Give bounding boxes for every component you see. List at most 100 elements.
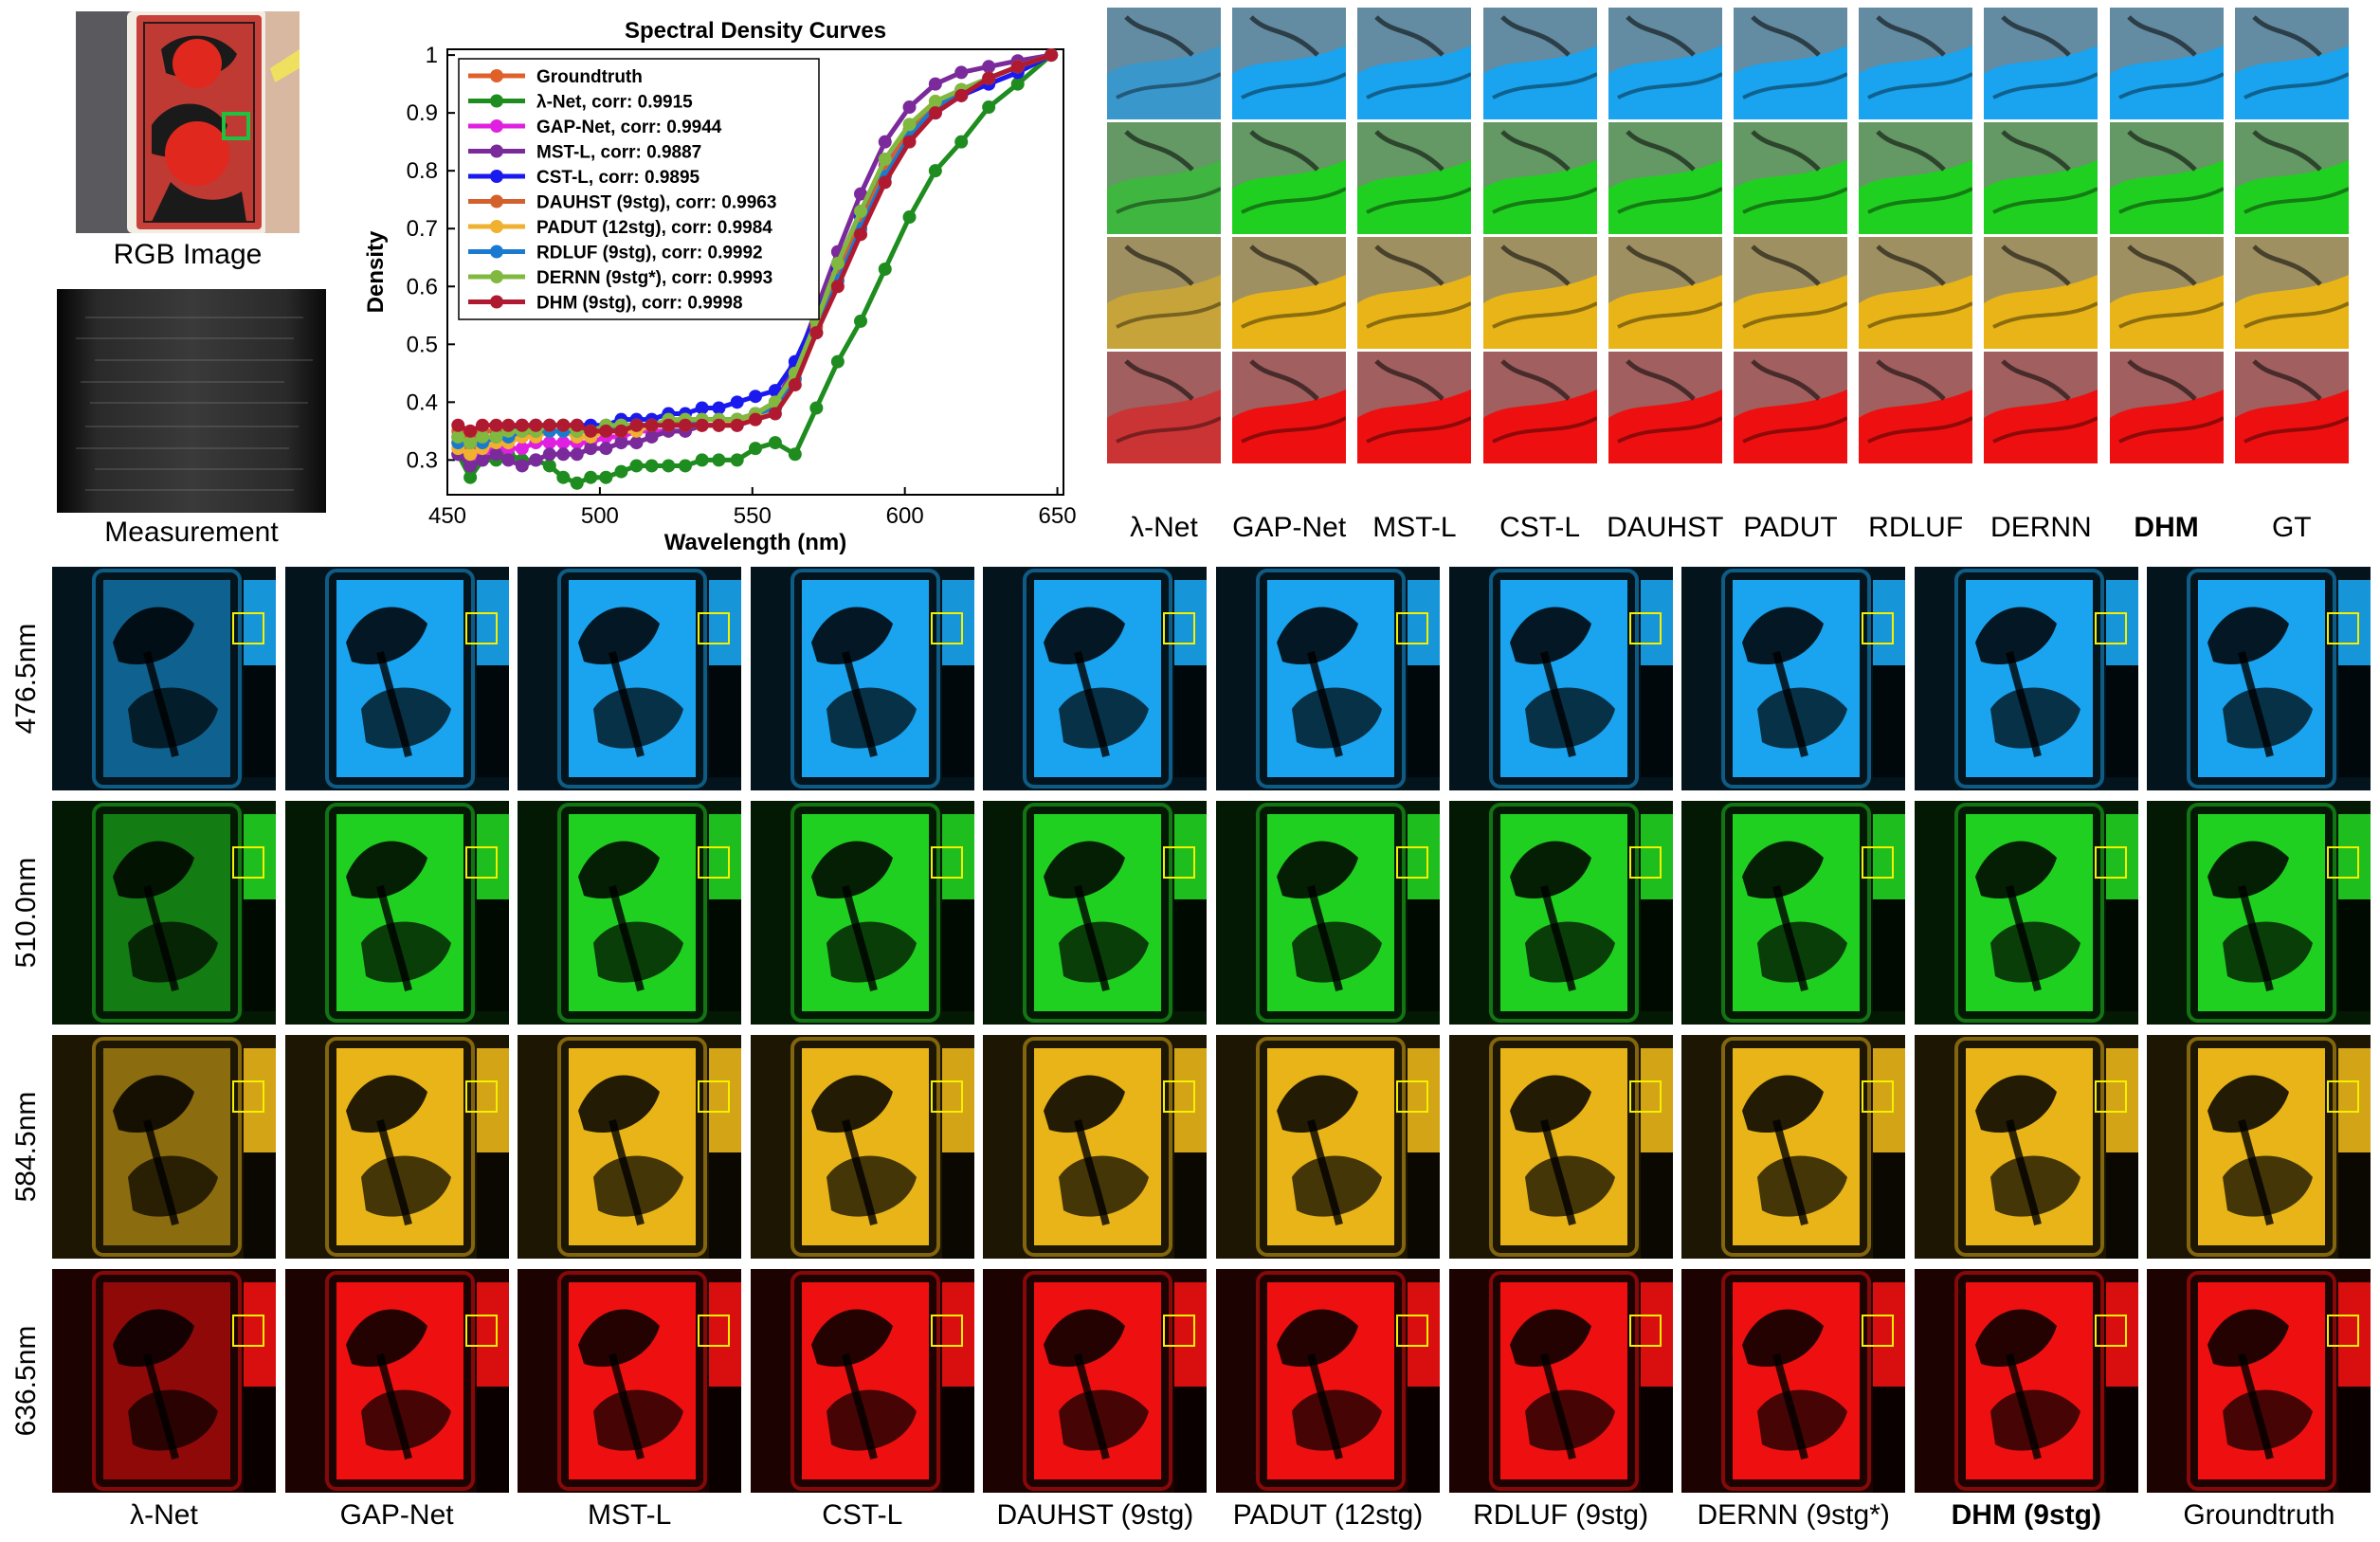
zoom-region-box [1396,846,1428,879]
data-point [830,280,845,294]
legend-entry: PADUT (12stg), corr: 0.9984 [536,218,772,238]
crop-tile [1107,237,1221,349]
x-tick-label: 600 [886,503,924,529]
legend-marker [490,69,503,82]
crop-caption: DERNN [1990,512,2092,543]
band-tile [750,1035,974,1259]
data-point [463,447,478,462]
data-point [902,210,917,225]
data-point [902,118,917,132]
legend-entry: MST-L, corr: 0.9887 [536,143,701,163]
y-tick-label: 1 [426,43,438,68]
data-point [584,424,598,438]
crop-tile [1357,352,1472,463]
crop-tile [1232,237,1347,349]
crop-tile [1232,8,1347,119]
data-point [451,418,465,432]
band-tile [2147,1269,2371,1493]
data-point [1010,77,1025,91]
legend-marker [490,144,503,158]
legend-entry: GAP-Net, corr: 0.9944 [536,118,722,137]
zoom-region-box [2094,1315,2127,1347]
plot-frame [446,48,1064,496]
data-point [476,453,490,467]
crop-tile [1859,8,1973,119]
crop-tile [1107,122,1221,234]
crop-tile [1482,352,1597,463]
band-tile [1914,1035,2138,1259]
data-point [768,407,782,421]
band-tile [518,1035,742,1259]
band-tile [750,1269,974,1493]
data-point [878,175,892,190]
data-point [982,71,996,85]
data-point [515,418,529,432]
zoom-region-box [1163,846,1196,879]
measurement-image [57,289,326,513]
band-tile [1681,567,1906,790]
data-point [878,152,892,166]
band-tile [1448,1269,1673,1493]
band-tile [1216,801,1440,1025]
band-tile [518,567,742,790]
band-tile [983,1269,1208,1493]
data-point [489,429,503,444]
data-point [854,227,868,242]
zoom-region-box [930,846,963,879]
zoom-region-box [232,1080,264,1113]
series-9 [451,48,1059,438]
data-point [695,418,709,432]
data-point [749,442,762,456]
zoom-region-box [1163,1080,1196,1113]
data-point [629,459,644,473]
data-point [463,436,478,450]
chart-title: Spectral Density Curves [625,18,886,44]
band-label: 476.5nm [10,623,42,735]
crop-caption: DAUHST [1607,512,1724,543]
data-point [928,164,942,178]
band-tile [1914,801,2138,1025]
band-tile [1216,567,1440,790]
data-point [954,65,969,80]
data-point [902,135,917,149]
data-point [1045,48,1059,63]
crop-tile [1984,352,2098,463]
band-tile [2147,567,2371,790]
crop-caption: CST-L [1499,512,1581,543]
zoom-region-box [464,1080,498,1113]
zoom-region-box [1628,846,1662,879]
band-tile [1216,1269,1440,1493]
data-point [614,464,628,479]
zoom-region-box [1163,1315,1196,1347]
y-tick-label: 0.5 [407,332,438,357]
crop-tile [2109,237,2224,349]
zoom-region-box [1396,612,1428,644]
crop-tile [2109,122,2224,234]
band-tile [1914,567,2138,790]
data-point [542,436,556,450]
data-point [982,60,996,74]
data-point [730,418,744,432]
data-point [489,418,503,432]
data-point [489,447,503,462]
data-point [599,470,613,484]
data-point [695,453,709,467]
grid-caption: DHM (9stg) [1951,1499,2101,1531]
data-point [556,447,571,462]
data-point [749,412,762,426]
data-point [542,459,556,473]
zoom-region-box [1862,1080,1895,1113]
data-point [584,442,598,456]
data-point [854,314,868,328]
data-point [645,459,659,473]
zoom-region-box [2094,846,2127,879]
data-point [529,418,543,432]
crop-tile [1608,122,1722,234]
data-point [809,326,824,340]
data-point [614,436,628,450]
data-point [501,418,516,432]
band-label: 584.5nm [10,1091,42,1203]
data-point [830,354,845,369]
band-tile [1681,1035,1906,1259]
data-point [629,436,644,450]
